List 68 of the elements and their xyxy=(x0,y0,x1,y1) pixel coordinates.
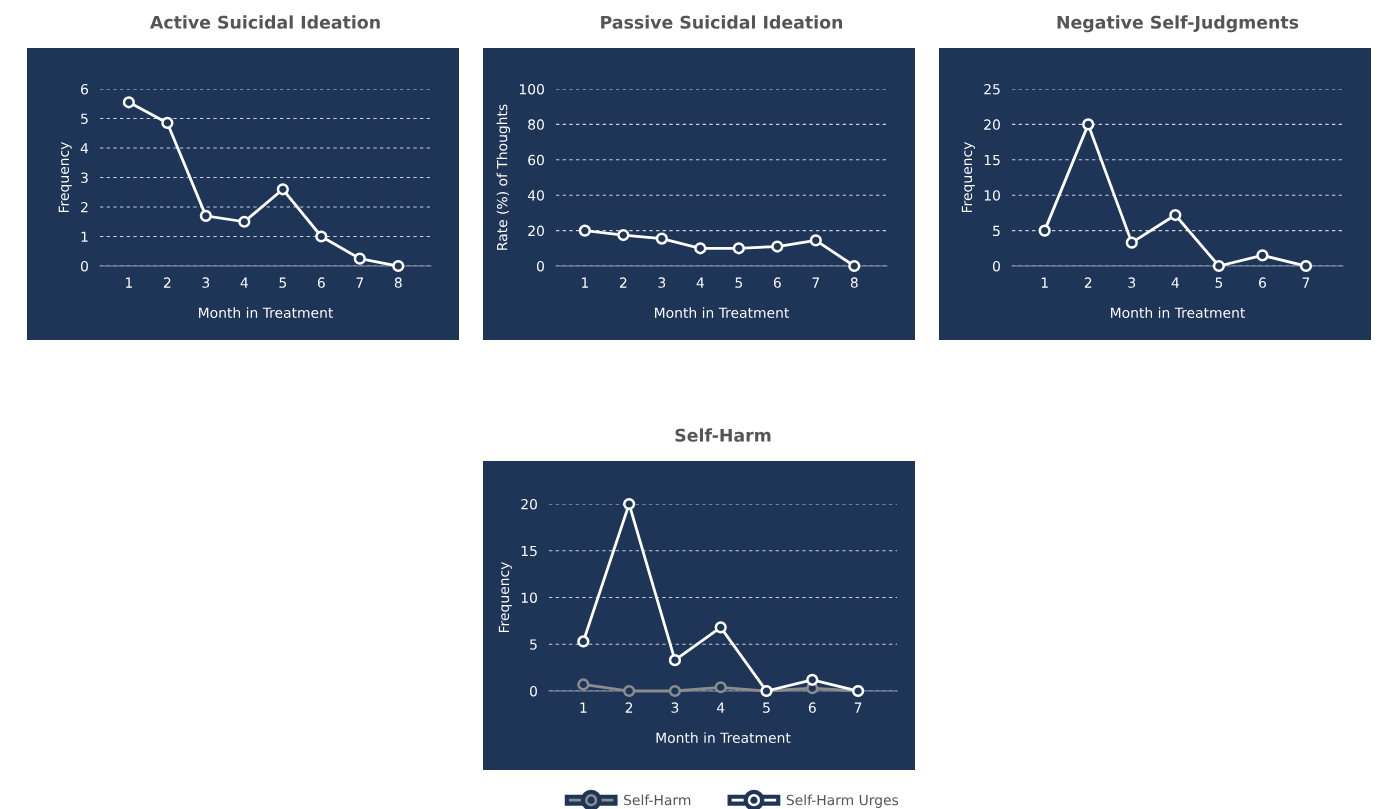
y-tick-label: 0 xyxy=(80,260,88,272)
y-tick-label: 3 xyxy=(81,172,88,183)
chart-title: Self-Harm xyxy=(675,428,771,442)
x-tick-label: 1 xyxy=(581,277,588,288)
y-axis-title: Frequency xyxy=(961,142,975,213)
x-axis-title: Month in Treatment xyxy=(199,307,334,318)
y-tick-label: 80 xyxy=(528,119,544,130)
y-tick-label: 100 xyxy=(519,83,544,95)
y-tick-label: 0 xyxy=(536,260,544,272)
x-tick-label: 8 xyxy=(394,277,402,288)
x-tick-label: 4 xyxy=(696,277,704,288)
x-tick-label: 3 xyxy=(1128,277,1136,288)
x-tick-label: 7 xyxy=(356,277,364,288)
x-tick-label: 2 xyxy=(163,277,171,288)
chart-title: Active Suicidal Ideation xyxy=(149,15,380,29)
y-tick-label: 20 xyxy=(984,119,1000,130)
chart-title: Negative Self-Judgments xyxy=(1057,15,1299,33)
x-tick-label: 5 xyxy=(763,702,770,713)
y-tick-label: 60 xyxy=(528,154,544,166)
x-tick-label: 4 xyxy=(240,277,248,288)
x-tick-label: 2 xyxy=(625,702,633,713)
y-tick-label: 40 xyxy=(527,190,544,201)
x-tick-label: 7 xyxy=(854,702,862,713)
x-tick-label: 6 xyxy=(317,277,325,288)
y-tick-label: 4 xyxy=(80,143,89,154)
y-tick-label: 1 xyxy=(81,231,88,242)
y-tick-label: 0 xyxy=(992,260,1000,272)
x-tick-label: 2 xyxy=(619,277,627,288)
y-axis-title: Rate (%) of Thoughts xyxy=(496,104,511,250)
x-tick-label: 7 xyxy=(1302,277,1310,288)
y-tick-label: 20 xyxy=(521,498,537,510)
x-tick-label: 1 xyxy=(125,277,132,288)
y-tick-label: 0 xyxy=(529,685,537,697)
x-tick-label: 8 xyxy=(850,277,858,288)
y-axis-title: Frequency xyxy=(58,142,72,213)
x-tick-label: 3 xyxy=(202,277,210,288)
y-tick-label: 25 xyxy=(984,83,1000,95)
legend-label: Self-Harm Urges xyxy=(786,794,899,808)
y-axis-title: Frequency xyxy=(498,562,512,633)
y-tick-label: 10 xyxy=(984,190,1000,201)
x-tick-label: 1 xyxy=(1041,277,1048,288)
x-tick-label: 3 xyxy=(671,702,679,713)
y-tick-label: 6 xyxy=(81,83,89,95)
x-tick-label: 5 xyxy=(279,277,287,288)
x-tick-label: 6 xyxy=(773,277,781,288)
y-tick-label: 15 xyxy=(521,545,537,557)
x-tick-label: 6 xyxy=(808,702,816,713)
x-tick-label: 6 xyxy=(1258,277,1266,288)
x-tick-label: 7 xyxy=(812,277,820,288)
x-tick-label: 5 xyxy=(735,277,743,288)
y-tick-label: 5 xyxy=(530,639,537,650)
y-tick-label: 2 xyxy=(81,201,88,213)
y-tick-label: 10 xyxy=(521,592,537,603)
legend-label: Self-Harm xyxy=(624,794,691,806)
x-axis-title: Month in Treatment xyxy=(1111,307,1246,318)
x-axis-title: Month in Treatment xyxy=(656,732,791,743)
y-tick-label: 15 xyxy=(984,154,1000,166)
y-tick-label: 5 xyxy=(81,113,88,124)
x-tick-label: 4 xyxy=(716,702,725,713)
chart-title: Passive Suicidal Ideation xyxy=(601,15,843,29)
x-axis-title: Month in Treatment xyxy=(655,307,790,318)
x-tick-label: 1 xyxy=(580,702,587,713)
x-tick-label: 2 xyxy=(1084,277,1092,288)
x-tick-label: 3 xyxy=(658,277,666,288)
x-tick-label: 5 xyxy=(1215,277,1223,288)
x-tick-label: 4 xyxy=(1171,277,1179,288)
y-tick-label: 20 xyxy=(528,225,544,237)
y-tick-label: 5 xyxy=(993,225,1000,237)
